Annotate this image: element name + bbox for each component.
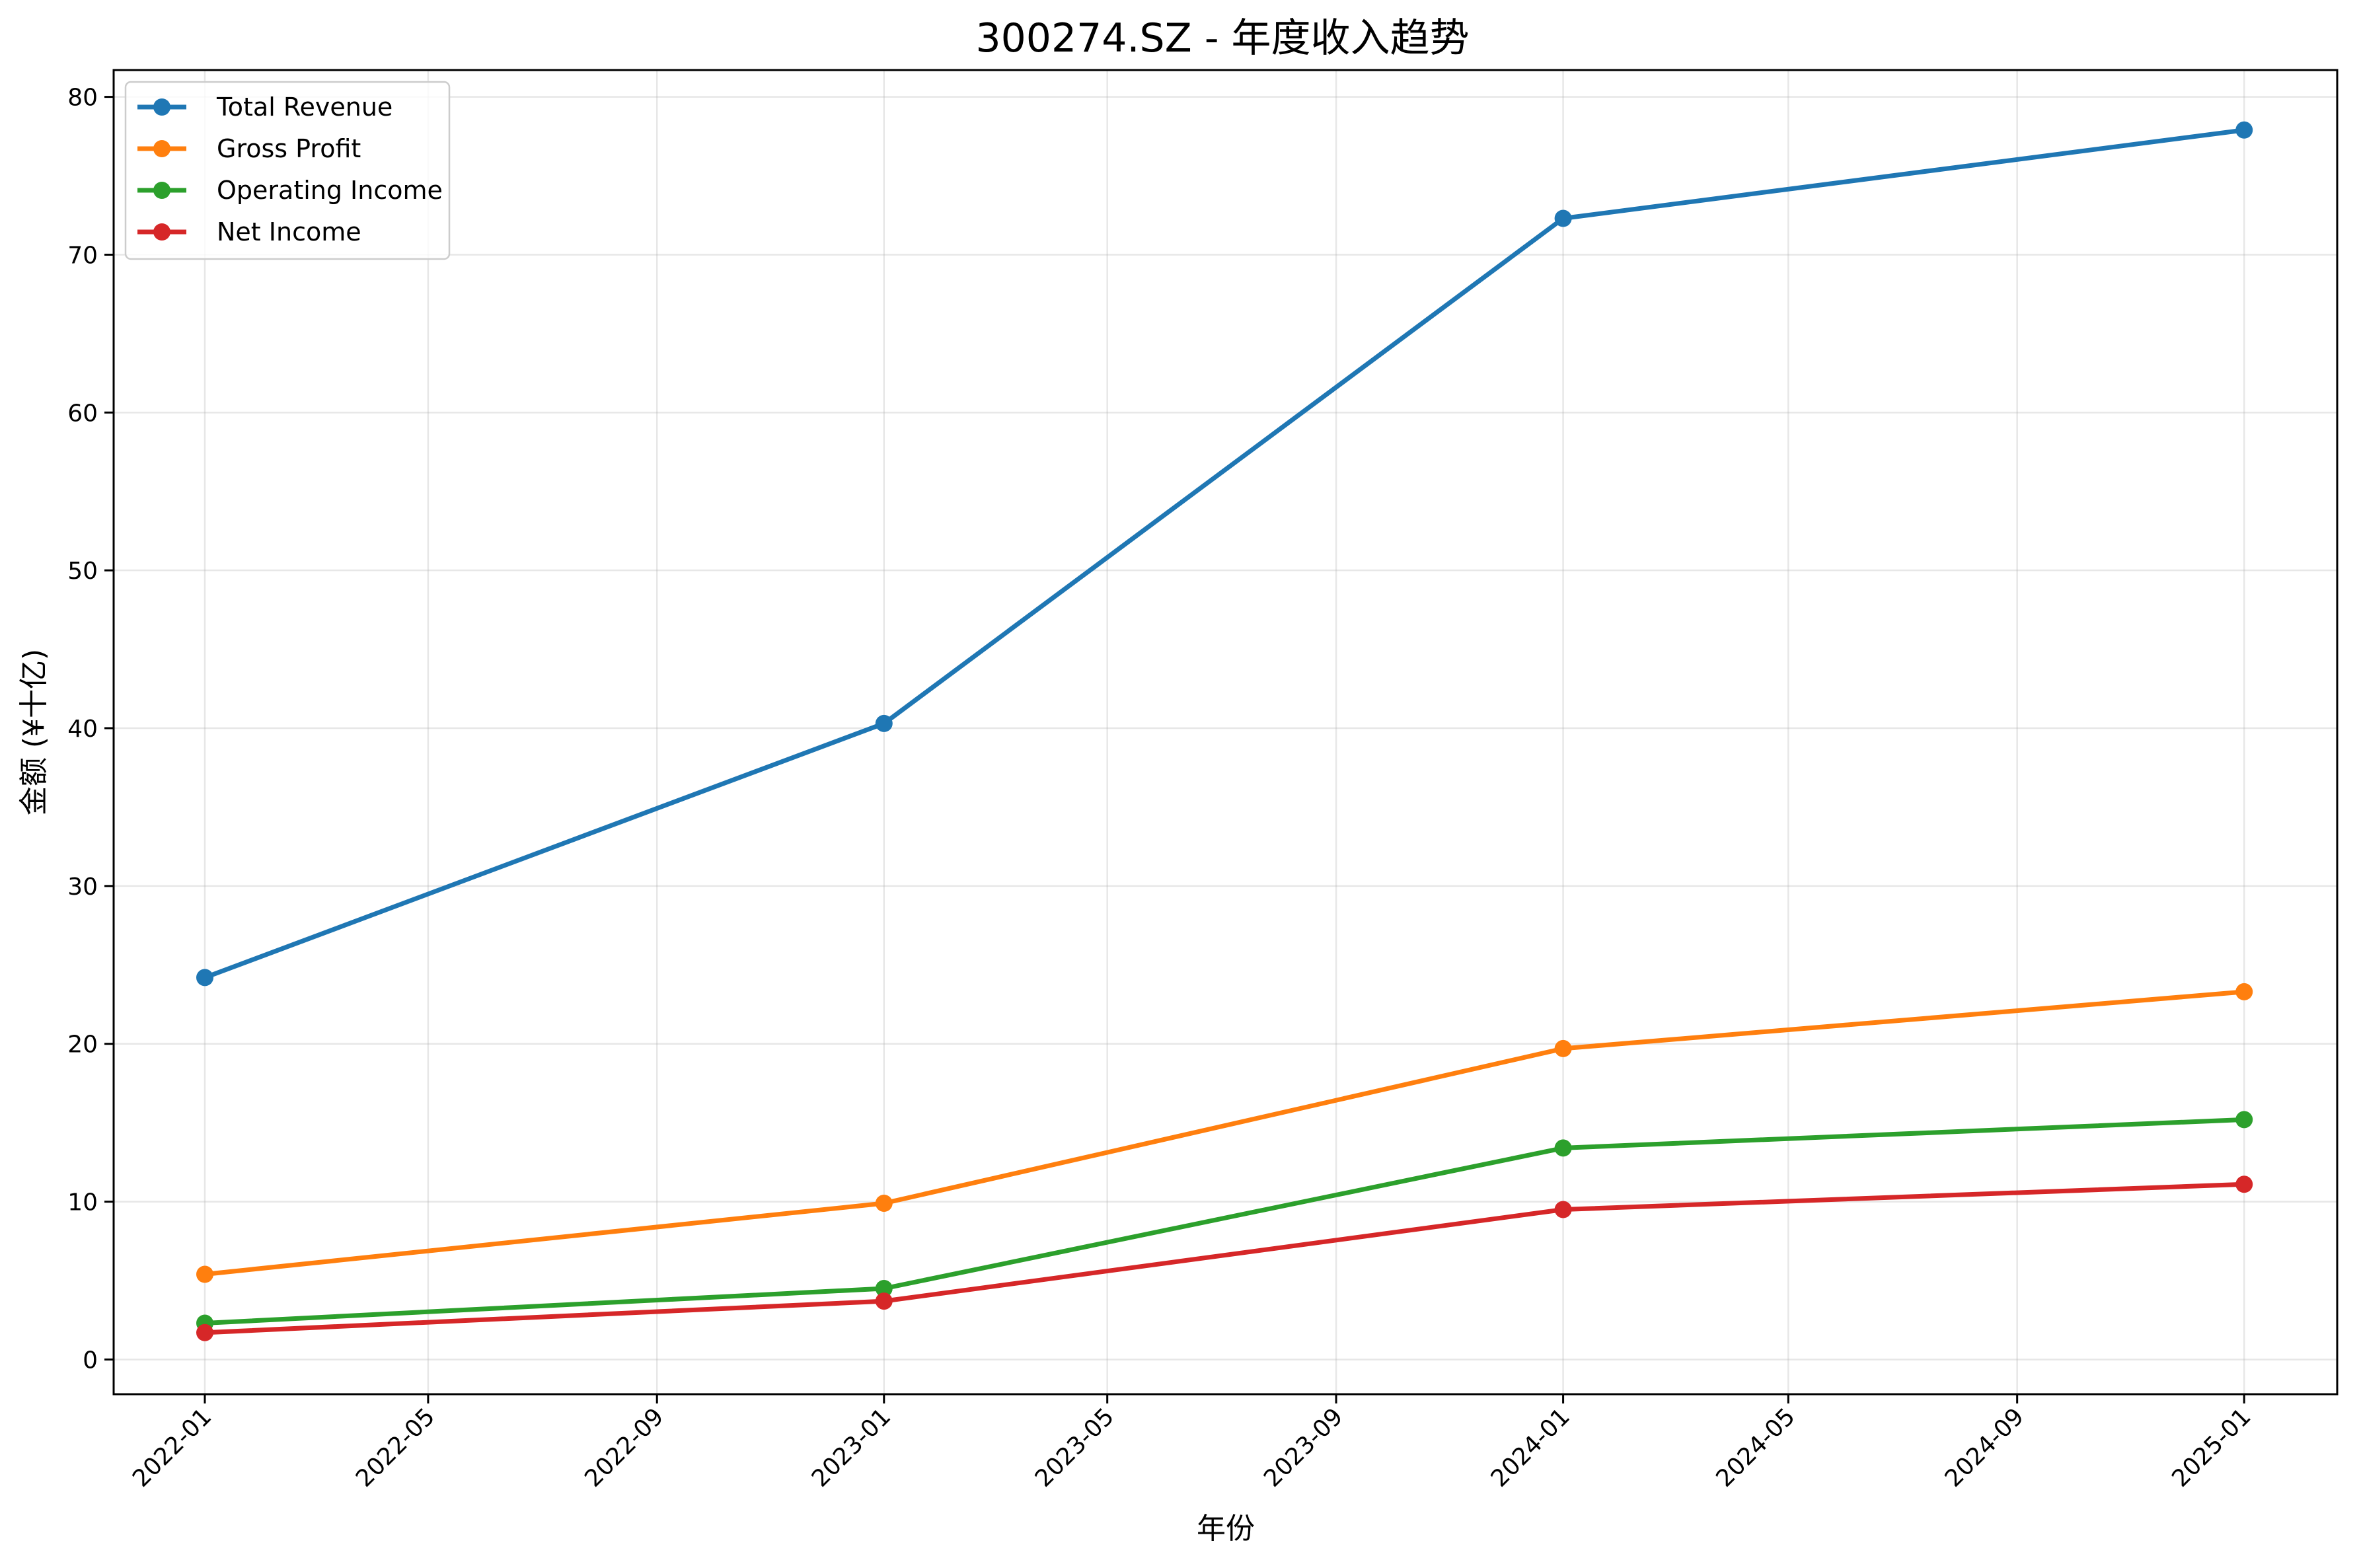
y-tick-label: 30 bbox=[67, 874, 98, 901]
data-point-3-3 bbox=[2235, 1176, 2253, 1193]
plot-frame bbox=[112, 69, 2339, 1396]
series-line-0 bbox=[202, 127, 2247, 981]
data-point-0-3 bbox=[2235, 121, 2253, 139]
data-point-2-3 bbox=[2235, 1111, 2253, 1129]
y-tick-label: 20 bbox=[67, 1031, 98, 1059]
y-tick-label: 80 bbox=[67, 85, 98, 112]
y-axis-label: 金额 (¥十亿) bbox=[17, 649, 51, 815]
y-tick-label: 70 bbox=[67, 242, 98, 269]
legend-marker bbox=[153, 98, 170, 116]
legend-box bbox=[124, 81, 451, 260]
data-point-1-1 bbox=[875, 1195, 893, 1212]
series-line-2 bbox=[202, 1117, 2247, 1326]
data-point-0-0 bbox=[196, 969, 213, 987]
data-point-1-0 bbox=[196, 1265, 213, 1283]
legend-entry-label: Gross Profit bbox=[217, 134, 361, 163]
data-point-0-2 bbox=[1554, 209, 1572, 227]
y-tick-label: 0 bbox=[83, 1347, 98, 1374]
legend: Total Revenue Gross Profit Operating Incom… bbox=[124, 81, 451, 260]
data-point-2-2 bbox=[1554, 1139, 1572, 1157]
data-point-3-0 bbox=[196, 1324, 213, 1341]
series-line-1 bbox=[202, 989, 2247, 1277]
x-axis-label: 年份 bbox=[1197, 1512, 1255, 1546]
series-line-3 bbox=[202, 1181, 2247, 1335]
data-point-0-1 bbox=[875, 714, 893, 732]
grid-lines bbox=[114, 70, 2337, 1394]
data-point-3-2 bbox=[1554, 1201, 1572, 1218]
legend-marker bbox=[153, 182, 170, 199]
legend-entry-label: Operating Income bbox=[217, 176, 443, 205]
legend-marker bbox=[153, 223, 170, 241]
legend-entry-label: Total Revenue bbox=[216, 93, 393, 122]
data-point-2-1 bbox=[875, 1280, 893, 1297]
legend-entry-label: Net Income bbox=[217, 217, 361, 246]
y-tick-label: 40 bbox=[67, 716, 98, 743]
chart-title: 300274.SZ - 年度收入趋势 bbox=[975, 15, 1469, 61]
series-layer bbox=[196, 121, 2253, 1341]
data-point-3-1 bbox=[875, 1292, 893, 1310]
legend-marker bbox=[153, 140, 170, 157]
y-tick-label: 50 bbox=[67, 558, 98, 585]
data-point-1-2 bbox=[1554, 1039, 1572, 1057]
y-tick-label: 10 bbox=[67, 1189, 98, 1216]
y-tick-label: 60 bbox=[67, 400, 98, 427]
data-point-1-3 bbox=[2235, 983, 2253, 1000]
